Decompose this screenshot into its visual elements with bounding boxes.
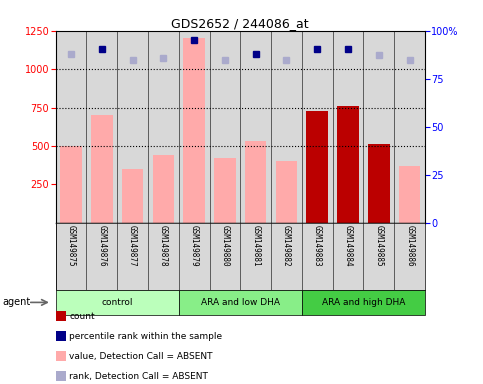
Text: agent: agent	[2, 297, 30, 308]
Bar	[184, 38, 205, 223]
Text: percentile rank within the sample: percentile rank within the sample	[69, 332, 222, 341]
Text: GSM149881: GSM149881	[251, 225, 260, 266]
Text: control: control	[101, 298, 133, 307]
Bar	[179, 31, 210, 223]
Bar	[399, 166, 420, 223]
Text: GSM149878: GSM149878	[159, 225, 168, 266]
Text: GSM149877: GSM149877	[128, 225, 137, 266]
Bar	[271, 31, 302, 223]
Bar	[214, 158, 236, 223]
Bar	[302, 31, 333, 223]
Text: GSM149880: GSM149880	[220, 225, 229, 266]
Bar	[117, 31, 148, 223]
Bar	[179, 290, 302, 315]
Text: ARA and high DHA: ARA and high DHA	[322, 298, 405, 307]
Text: ARA and low DHA: ARA and low DHA	[201, 298, 280, 307]
Bar	[364, 31, 394, 223]
Text: GSM149882: GSM149882	[282, 225, 291, 266]
Text: GSM149886: GSM149886	[405, 225, 414, 266]
Bar	[56, 31, 86, 223]
Text: value, Detection Call = ABSENT: value, Detection Call = ABSENT	[69, 352, 213, 361]
Bar	[210, 31, 240, 223]
Bar	[333, 31, 364, 223]
Bar	[245, 141, 267, 223]
Bar	[91, 115, 113, 223]
Text: GSM149884: GSM149884	[343, 225, 353, 266]
Bar	[60, 146, 82, 223]
Bar	[122, 169, 143, 223]
Bar	[56, 290, 179, 315]
Bar	[148, 31, 179, 223]
Bar	[302, 290, 425, 315]
Text: GSM149885: GSM149885	[374, 225, 384, 266]
Text: rank, Detection Call = ABSENT: rank, Detection Call = ABSENT	[69, 372, 208, 381]
Text: GSM149883: GSM149883	[313, 225, 322, 266]
Title: GDS2652 / 244086_at: GDS2652 / 244086_at	[171, 17, 309, 30]
Bar	[240, 31, 271, 223]
Bar	[307, 111, 328, 223]
Text: count: count	[69, 312, 95, 321]
Bar	[368, 144, 390, 223]
Bar	[153, 155, 174, 223]
Text: GSM149876: GSM149876	[97, 225, 106, 266]
Bar	[394, 31, 425, 223]
Bar	[276, 161, 297, 223]
Bar	[86, 31, 117, 223]
Text: GSM149879: GSM149879	[190, 225, 199, 266]
Text: GSM149875: GSM149875	[67, 225, 75, 266]
Bar	[337, 106, 359, 223]
